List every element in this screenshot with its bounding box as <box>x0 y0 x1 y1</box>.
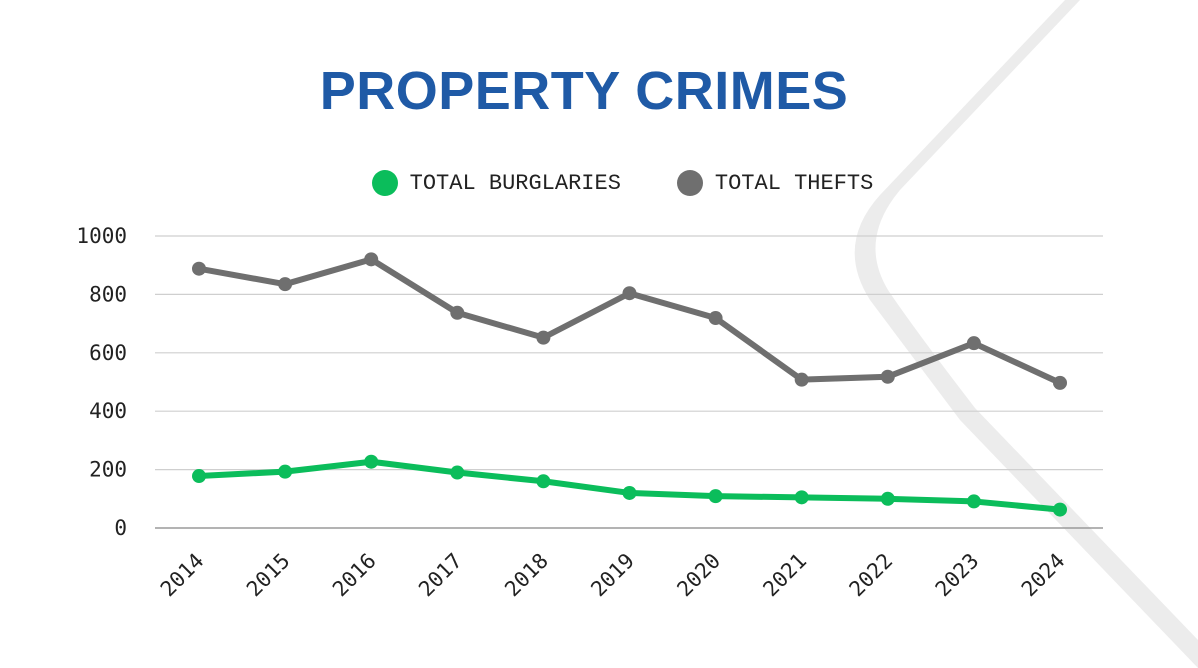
y-tick-label-200: 200 <box>89 458 127 482</box>
data-point-thefts-2014 <box>192 261 206 276</box>
data-point-burglaries-2019 <box>622 485 637 500</box>
x-tick-label-2015: 2015 <box>242 549 295 602</box>
data-point-thefts-2018 <box>536 330 551 345</box>
x-tick-label-2022: 2022 <box>845 549 898 602</box>
data-point-burglaries-2024 <box>1053 502 1067 517</box>
legend-item-thefts[interactable]: TOTAL THEFTS <box>676 170 874 196</box>
data-point-burglaries-2014 <box>192 469 206 484</box>
data-point-burglaries-2021 <box>794 490 809 505</box>
legend-label-thefts: TOTAL THEFTS <box>714 170 874 196</box>
x-tick-label-2016: 2016 <box>328 549 381 602</box>
legend-item-burglaries[interactable]: TOTAL BURGLARIES <box>371 170 621 196</box>
data-point-burglaries-2020 <box>708 489 723 504</box>
y-tick-label-0: 0 <box>114 516 127 540</box>
data-point-thefts-2020 <box>708 311 723 326</box>
y-tick-label-600: 600 <box>89 341 127 365</box>
data-point-thefts-2015 <box>278 277 293 292</box>
x-tick-label-2018: 2018 <box>500 549 553 602</box>
data-point-burglaries-2016 <box>364 454 379 469</box>
x-tick-label-2019: 2019 <box>586 549 639 602</box>
series-line-burglaries <box>196 458 1063 513</box>
chart-legend: TOTAL BURGLARIES TOTAL THEFTS <box>0 170 1198 196</box>
data-point-burglaries-2015 <box>278 464 293 479</box>
data-point-thefts-2023 <box>966 336 981 351</box>
data-point-burglaries-2023 <box>966 494 981 509</box>
x-tick-label-2023: 2023 <box>931 549 984 602</box>
y-tick-label-800: 800 <box>89 282 127 306</box>
x-tick-label-2017: 2017 <box>414 549 467 602</box>
data-point-thefts-2016 <box>364 252 379 267</box>
legend-marker-burglaries <box>371 170 398 196</box>
legend-marker-thefts <box>676 170 703 196</box>
legend-label-burglaries: TOTAL BURGLARIES <box>409 170 621 196</box>
y-tick-label-1000: 1000 <box>76 224 127 248</box>
x-tick-label-2014: 2014 <box>156 549 209 602</box>
y-tick-label-400: 400 <box>89 399 127 423</box>
x-tick-label-2021: 2021 <box>759 549 812 602</box>
chart-title: PROPERTY CRIMES <box>319 61 849 121</box>
data-point-burglaries-2018 <box>536 474 551 489</box>
x-tick-label-2020: 2020 <box>672 549 725 602</box>
data-point-thefts-2019 <box>622 286 637 301</box>
x-tick-label-2024: 2024 <box>1017 549 1070 602</box>
data-point-burglaries-2022 <box>880 491 895 506</box>
data-point-thefts-2017 <box>450 305 465 320</box>
data-point-thefts-2021 <box>794 372 809 387</box>
data-point-thefts-2024 <box>1053 375 1067 390</box>
data-point-thefts-2022 <box>880 369 895 384</box>
series-line-thefts <box>196 256 1063 386</box>
data-point-burglaries-2017 <box>450 465 465 480</box>
